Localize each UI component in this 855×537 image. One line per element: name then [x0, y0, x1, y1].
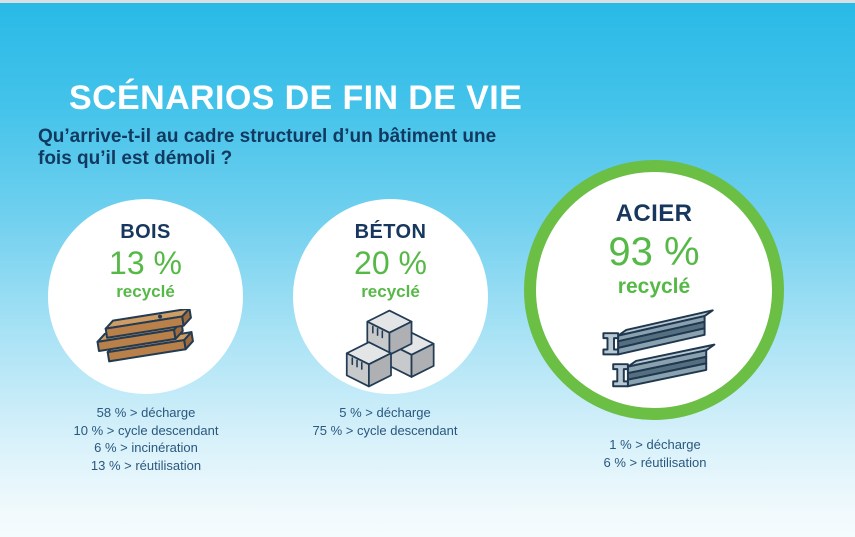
beton-recycled-percent: 20 %: [354, 245, 427, 281]
breakdown-line: 6 % > incinération: [94, 440, 198, 455]
bois-recycled-label: recyclé: [116, 281, 175, 301]
breakdown-line: 5 % > décharge: [339, 405, 431, 420]
beton-recycled-label: recyclé: [361, 281, 420, 301]
acier-recycled-percent: 93 %: [608, 229, 700, 274]
acier-recycled-label: recyclé: [617, 274, 691, 298]
acier-circle-highlighted: ACIER 93 % recyclé: [524, 160, 784, 420]
breakdown-line: 1 % > décharge: [609, 437, 701, 452]
bois-recycled-percent: 13 %: [109, 245, 182, 281]
breakdown-line: 75 % > cycle descendant: [312, 422, 458, 438]
bois-breakdown: 58 % > décharge 10 % > cycle descendant …: [31, 404, 261, 474]
beton-breakdown: 5 % > décharge 75 % > cycle descendant: [270, 404, 500, 439]
breakdown-line: 58 % > décharge: [96, 405, 196, 420]
breakdown-line: 10 % > cycle descendant: [73, 422, 219, 438]
breakdown-line: 13 % > réutilisation: [90, 457, 202, 473]
concrete-blocks-icon: [345, 310, 435, 388]
bois-name: BOIS: [120, 221, 171, 243]
breakdown-line: 6 % > réutilisation: [603, 454, 707, 470]
top-border-strip: [0, 0, 855, 3]
beton-circle: BÉTON 20 % recyclé: [293, 199, 488, 394]
acier-breakdown: 1 % > décharge 6 % > réutilisation: [540, 436, 770, 471]
wood-planks-icon: [96, 309, 194, 363]
bois-circle: BOIS 13 % recyclé: [48, 199, 243, 394]
acier-name: ACIER: [615, 200, 693, 227]
page-title: SCÉNARIOS DE FIN DE VIE: [69, 79, 523, 117]
beton-name: BÉTON: [354, 221, 427, 243]
page-subtitle: Qu’arrive-t-il au cadre structurel d’un …: [38, 126, 497, 170]
steel-beams-icon: [602, 309, 716, 387]
